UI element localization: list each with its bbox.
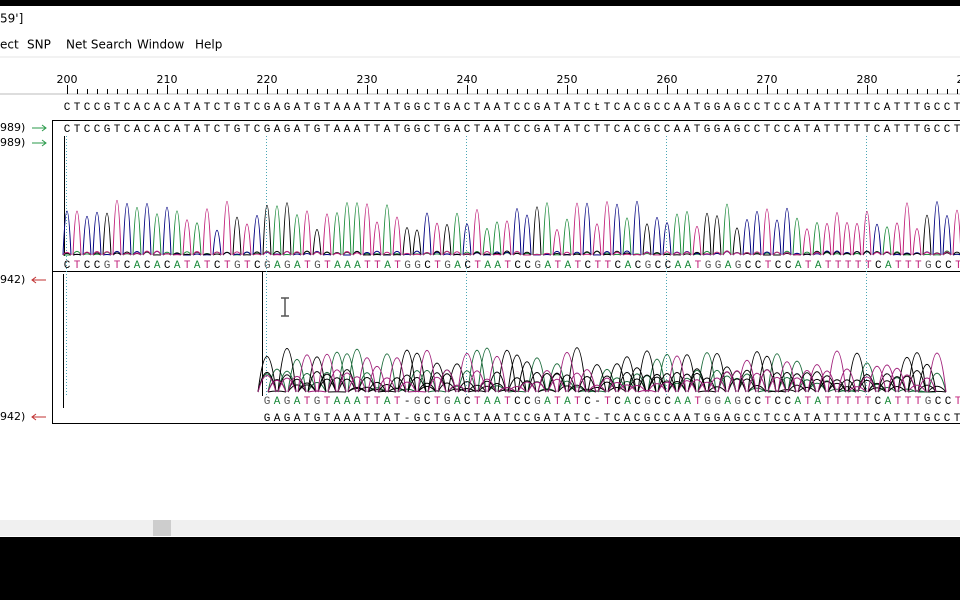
scrollbar[interactable]	[0, 520, 960, 536]
text-cursor	[281, 297, 289, 317]
read-label: 989)	[0, 136, 25, 149]
sequence: GAGATGTAAATTAT-GCTGACTAATCCGATATC-TCACGC…	[264, 413, 960, 425]
ruler-label: 200	[57, 73, 78, 86]
sequence: CTCCGTCACACATATCTGTCGAGATGTAAATTATGGCTGA…	[64, 260, 960, 272]
trace-g	[257, 348, 947, 393]
direction-arrow	[31, 276, 46, 284]
sequences: CTCCGTCACACATATCTGTCGAGATGTAAATTATGGCTGA…	[0, 102, 960, 425]
trace-t	[257, 350, 947, 393]
direction-arrow	[32, 124, 47, 132]
read-label: 942)	[0, 410, 25, 423]
bottom-bar	[0, 537, 960, 600]
ruler-label: 220	[257, 73, 278, 86]
chromatograms	[62, 136, 960, 396]
menu-item[interactable]: Help	[195, 38, 222, 52]
menu-item[interactable]: SNP	[27, 38, 51, 52]
sequence: GAGATGTAAATTAT-GCTGACTAATCCGATATC-TCACGC…	[264, 396, 960, 408]
ruler: 200 210 220 230 240 250 260 270 280 290	[57, 73, 960, 94]
direction-arrow	[32, 139, 47, 147]
ruler-label: 290	[957, 73, 960, 86]
scroll-thumb[interactable]	[153, 520, 171, 536]
ruler-label: 250	[557, 73, 578, 86]
menu-item[interactable]: ect	[0, 38, 19, 52]
read-label: 942)	[0, 273, 25, 286]
top-bar	[0, 0, 960, 6]
menu-item[interactable]: Window	[137, 38, 185, 52]
ruler-label: 210	[157, 73, 178, 86]
read-label: 989)	[0, 121, 25, 134]
trace-t	[62, 200, 960, 256]
direction-arrow	[31, 413, 46, 421]
ruler-label: 280	[857, 73, 878, 86]
ruler-label: 230	[357, 73, 378, 86]
menu-item[interactable]: Net Search	[66, 38, 132, 52]
sequence: CTCCGTCACACATATCTGTCGAGATGTAAATTATGGCTGA…	[64, 102, 960, 114]
window-title: 59']	[0, 12, 23, 26]
menu-bar: ect SNP Net Search Window Help	[0, 38, 222, 52]
ruler-label: 260	[657, 73, 678, 86]
trace-a	[257, 347, 947, 393]
sequence: CTCCGTCACACATATCTGTCGAGATGTAAATTATGGCTGA…	[64, 124, 960, 136]
ruler-label: 240	[457, 73, 478, 86]
trace-c	[257, 347, 947, 393]
ruler-label: 270	[757, 73, 778, 86]
